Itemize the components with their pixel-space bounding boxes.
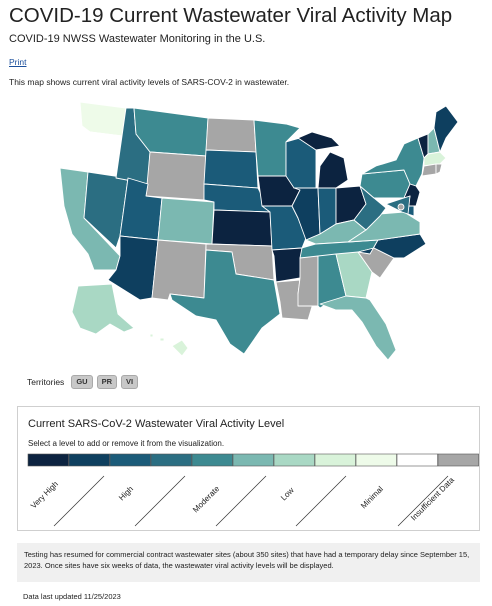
legend-label-moderate: Moderate bbox=[191, 484, 222, 515]
state-sd[interactable] bbox=[203, 149, 259, 189]
us-map bbox=[0, 88, 492, 370]
last-updated: Data last updated 11/25/2023 bbox=[23, 592, 121, 601]
legend-divider bbox=[397, 475, 449, 527]
legend-label-low: Low bbox=[279, 486, 296, 503]
legend-swatch-high[interactable] bbox=[109, 453, 151, 467]
legend-swatch-low[interactable] bbox=[273, 453, 315, 467]
legend-label-insufficient: Insufficient Data bbox=[409, 475, 456, 522]
legend-title: Current SARS-CoV-2 Wastewater Viral Acti… bbox=[28, 418, 285, 430]
state-ks[interactable] bbox=[211, 209, 273, 247]
legend-panel: Current SARS-CoV-2 Wastewater Viral Acti… bbox=[17, 406, 480, 531]
state-wv[interactable] bbox=[353, 185, 387, 231]
legend-swatch-minimal-white[interactable] bbox=[396, 453, 438, 467]
state-ct[interactable] bbox=[421, 163, 437, 177]
territory-button-gu[interactable]: GU bbox=[71, 375, 93, 389]
state-tx[interactable] bbox=[169, 249, 281, 355]
legend-swatch-moderate-dark[interactable] bbox=[150, 453, 192, 467]
state-nd[interactable] bbox=[205, 117, 257, 153]
legend-label-minimal: Minimal bbox=[359, 484, 385, 510]
legend-swatch-moderate-light[interactable] bbox=[232, 453, 274, 467]
state-ga[interactable] bbox=[335, 251, 373, 299]
legend-swatch-insufficient[interactable] bbox=[437, 453, 479, 467]
legend-label-very-high: Very High bbox=[29, 480, 60, 511]
state-dc[interactable] bbox=[397, 203, 405, 211]
legend-divider bbox=[134, 475, 186, 527]
state-ak[interactable] bbox=[71, 283, 135, 335]
legend-instruction: Select a level to add or remove it from … bbox=[28, 439, 225, 448]
territory-button-pr[interactable]: PR bbox=[96, 375, 117, 389]
testing-notice: Testing has resumed for commercial contr… bbox=[17, 543, 480, 582]
legend-swatch-moderate[interactable] bbox=[191, 453, 233, 467]
territories-label: Territories bbox=[27, 377, 65, 387]
state-ms[interactable] bbox=[297, 255, 319, 307]
legend-swatch-very-high[interactable] bbox=[27, 453, 69, 467]
territory-button-vi[interactable]: VI bbox=[120, 375, 139, 389]
legend-swatch-low-light[interactable] bbox=[314, 453, 356, 467]
state-ar[interactable] bbox=[271, 247, 303, 283]
legend-label-high: High bbox=[117, 484, 135, 502]
print-link[interactable]: Print bbox=[9, 57, 27, 67]
legend-divider bbox=[53, 475, 105, 527]
state-va[interactable] bbox=[347, 211, 421, 243]
state-nm[interactable] bbox=[151, 239, 207, 301]
legend-swatch-minimal[interactable] bbox=[355, 453, 397, 467]
territories-bar: Territories GU PR VI bbox=[27, 375, 139, 389]
map-description: This map shows current viral activity le… bbox=[9, 77, 290, 87]
state-wy[interactable] bbox=[145, 151, 207, 201]
page-title: COVID-19 Current Wastewater Viral Activi… bbox=[9, 4, 453, 27]
legend-divider bbox=[295, 475, 347, 527]
state-hi[interactable] bbox=[149, 333, 189, 357]
page-subtitle: COVID-19 NWSS Wastewater Monitoring in t… bbox=[9, 33, 266, 45]
legend-divider bbox=[215, 475, 267, 527]
legend-swatch-high-dark[interactable] bbox=[68, 453, 110, 467]
legend-scale: Very High High Moderate Low Minimal Insu… bbox=[27, 453, 479, 527]
state-fl[interactable] bbox=[319, 295, 397, 361]
state-co[interactable] bbox=[157, 197, 215, 245]
state-ri[interactable] bbox=[435, 163, 443, 175]
